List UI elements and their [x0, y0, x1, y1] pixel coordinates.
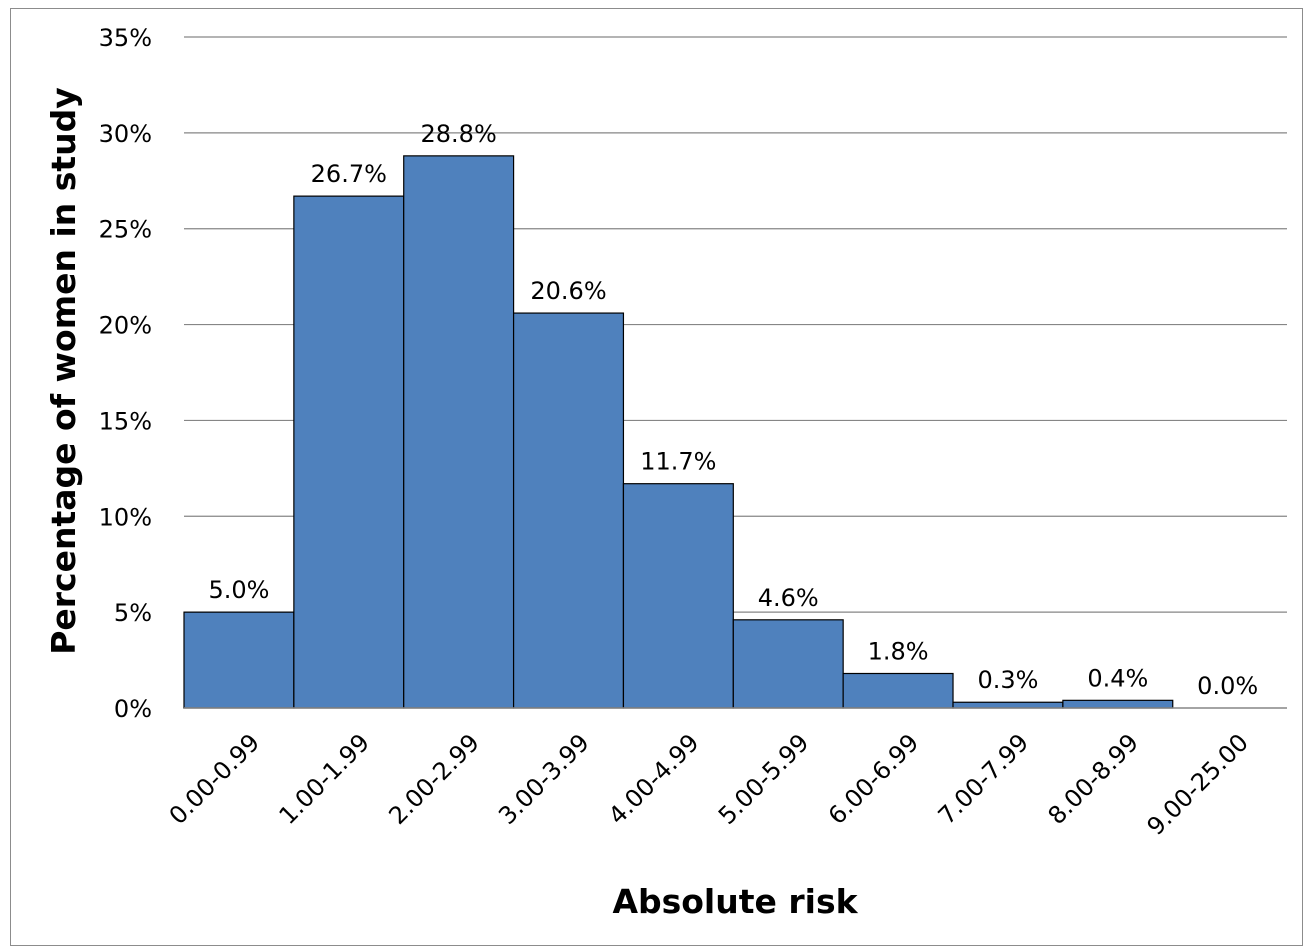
data-label: 0.0% — [1197, 672, 1258, 700]
x-tick-label: 7.00-7.99 — [933, 728, 1035, 830]
x-tick-label: 2.00-2.99 — [383, 728, 485, 830]
y-tick-label: 15% — [99, 407, 152, 435]
x-axis-ticks: 0.00-0.99 1.00-1.99 2.00-2.99 3.00-3.99 4.00… — [164, 728, 1254, 840]
y-tick-label: 5% — [114, 599, 152, 627]
bar — [952, 701, 1064, 709]
bar — [842, 672, 954, 709]
data-label: 20.6% — [530, 277, 606, 305]
y-tick-label: 10% — [99, 503, 152, 531]
x-tick-label: 0.00-0.99 — [164, 728, 266, 830]
data-labels: 5.0% 26.7% 28.8% 20.6% 11.7% 4.6% 1.8% 0.3% 0.4%… — [208, 120, 1258, 700]
data-label: 1.8% — [868, 637, 929, 665]
x-tick-label: 5.00-5.99 — [713, 728, 815, 830]
x-axis-title: Absolute risk — [612, 882, 858, 921]
y-axis-title: Percentage of women in study — [44, 87, 83, 655]
y-tick-label: 25% — [99, 216, 152, 244]
x-tick-label: 3.00-3.99 — [493, 728, 595, 830]
bars — [183, 155, 1174, 709]
x-tick-label: 4.00-4.99 — [603, 728, 705, 830]
data-label: 0.3% — [977, 666, 1038, 694]
bar — [732, 619, 844, 709]
data-label: 0.4% — [1087, 664, 1148, 692]
data-label: 26.7% — [311, 160, 387, 188]
data-label: 5.0% — [208, 576, 269, 604]
y-tick-label: 0% — [114, 695, 152, 723]
y-axis-ticks: 0% 5% 10% 15% 20% 25% 30% 35% — [99, 24, 152, 723]
bar — [403, 155, 515, 709]
bar — [183, 611, 295, 709]
data-label: 11.7% — [640, 448, 716, 476]
x-tick-label: 1.00-1.99 — [274, 728, 376, 830]
chart-frame — [10, 8, 1303, 946]
bar — [1062, 699, 1174, 709]
data-label: 28.8% — [421, 120, 497, 148]
y-tick-label: 30% — [99, 120, 152, 148]
bar — [512, 312, 625, 709]
data-label: 4.6% — [758, 584, 819, 612]
bar — [622, 483, 734, 709]
y-tick-label: 20% — [99, 312, 152, 340]
y-tick-label: 35% — [99, 24, 152, 52]
x-tick-label: 8.00-8.99 — [1043, 728, 1145, 830]
x-tick-label: 6.00-6.99 — [823, 728, 925, 830]
x-tick-label: 9.00-25.00 — [1142, 728, 1254, 840]
bar — [293, 195, 405, 709]
